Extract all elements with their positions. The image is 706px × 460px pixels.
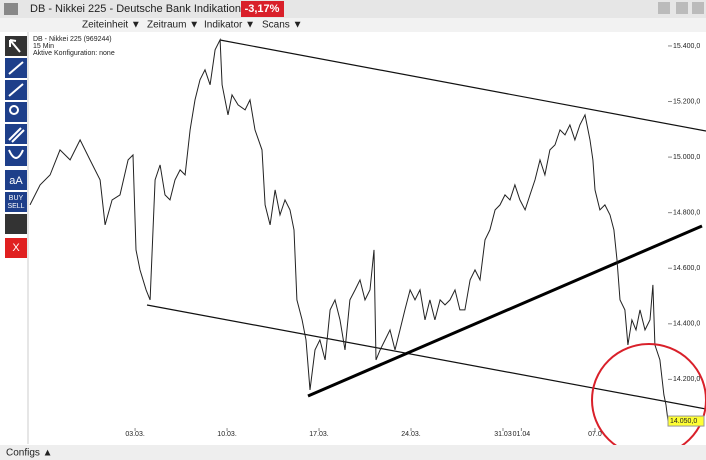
info: Aktive Konfiguration: none xyxy=(33,50,115,57)
tool-button[interactable] xyxy=(5,192,27,212)
change-badge xyxy=(241,1,284,17)
y-tick-label: 15.000,0 xyxy=(673,154,700,161)
footer-bar xyxy=(0,445,706,460)
toolbar: aA BUY SELL X xyxy=(5,36,27,258)
tool-label: BUY xyxy=(9,195,24,202)
tool-label: X xyxy=(12,242,20,254)
icon xyxy=(9,105,19,115)
y-tick-label: 14.200,0 xyxy=(673,376,700,383)
menu-bar xyxy=(0,18,706,32)
y-tick-label: 15.400,0 xyxy=(673,43,700,50)
tool-button[interactable] xyxy=(5,146,27,166)
x-tick-label: 01.04 xyxy=(513,431,531,438)
menu-item[interactable]: Zeiteinheit ▼ xyxy=(82,20,141,31)
info: 15 Min xyxy=(33,43,54,50)
last-price-label: 14.050,0 xyxy=(670,418,697,425)
highlight-circle xyxy=(591,343,706,457)
x-tick-label: 10.03. xyxy=(217,431,237,438)
window-button[interactable] xyxy=(658,2,670,14)
x-tick-label: 31.03 xyxy=(494,431,512,438)
trend-line xyxy=(146,304,706,410)
tool-button[interactable] xyxy=(5,170,27,190)
plot xyxy=(29,37,706,422)
menu-item[interactable]: Zeitraum ▼ xyxy=(147,20,199,31)
tool-button[interactable] xyxy=(5,238,27,258)
x-tick-label: 24.03. xyxy=(401,431,421,438)
y-tick-label: 14.600,0 xyxy=(673,265,700,272)
window-button[interactable] xyxy=(676,2,688,14)
title-bar xyxy=(0,0,706,18)
window-button[interactable] xyxy=(692,2,704,14)
icon xyxy=(8,127,25,143)
info: DB - Nikkei 225 (969244) xyxy=(33,36,112,43)
icon xyxy=(8,83,24,97)
icon xyxy=(8,149,24,159)
icon xyxy=(9,39,21,53)
last-price-box xyxy=(667,415,705,427)
menu-item[interactable]: Scans ▼ xyxy=(262,20,302,31)
x-tick-label: 03.03. xyxy=(125,431,145,438)
trend-line xyxy=(219,39,706,132)
tool-label: aA xyxy=(9,175,23,187)
configs[interactable]: Configs ▲ xyxy=(6,448,53,459)
x-tick-label: 07.0 xyxy=(588,431,602,438)
change: -3,17% xyxy=(245,3,280,15)
tool-label: SELL xyxy=(7,203,24,210)
icon xyxy=(8,61,24,75)
menu-item[interactable]: Indikator ▼ xyxy=(204,20,255,31)
y-tick-label: 15.200,0 xyxy=(673,98,700,105)
app-icon xyxy=(4,3,18,15)
window-title: DB - Nikkei 225 - Deutsche Bank Indikati… xyxy=(30,3,241,15)
tool-button[interactable] xyxy=(5,102,27,122)
y-tick-label: 14.800,0 xyxy=(673,210,700,217)
y-tick-label: 14.400,0 xyxy=(673,321,700,328)
price-line xyxy=(29,37,669,422)
tool-button[interactable] xyxy=(5,214,27,234)
x-tick-label: 17.03. xyxy=(309,431,329,438)
trend-line xyxy=(307,224,703,398)
